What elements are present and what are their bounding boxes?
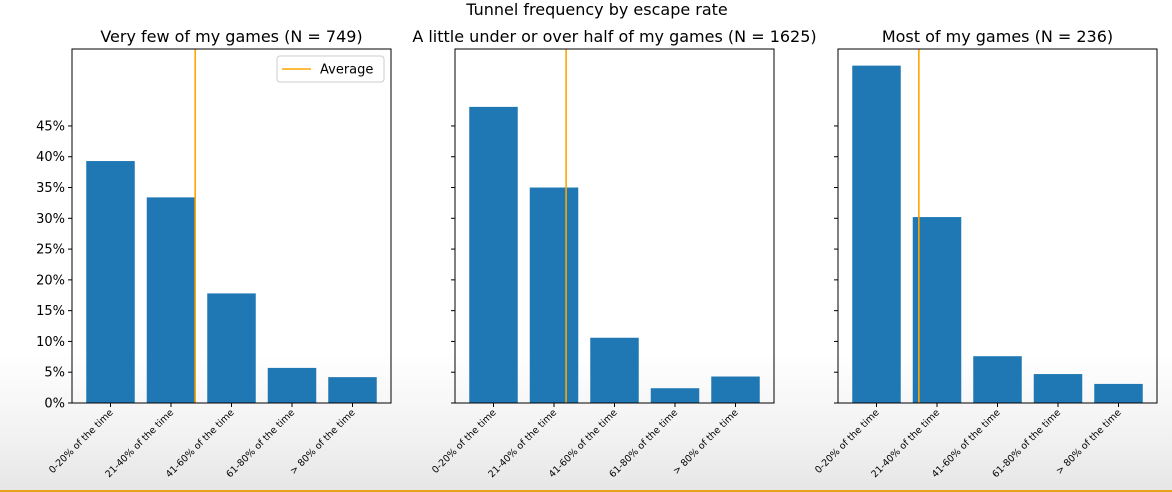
legend-box <box>276 55 385 83</box>
bar-1 <box>86 161 135 403</box>
bar-1 <box>469 106 518 403</box>
x-tick-label: > 80% of the time <box>671 407 741 477</box>
window-bottom-border <box>0 490 1172 492</box>
bar-4 <box>267 367 317 403</box>
chart-panel-1: Very few of my games (N = 749) 0% 5% 10% 15%… <box>36 27 392 480</box>
x-tick-label: 0-20% of the time <box>813 407 882 476</box>
bar-1 <box>852 65 901 403</box>
y-tick-label: 25% <box>36 243 65 258</box>
x-tick-label: 21-40% of the time <box>103 407 176 480</box>
bar-3 <box>207 293 256 403</box>
bar-5 <box>711 376 760 403</box>
panel-title: A little under or over half of my games … <box>412 27 816 46</box>
panel-title: Very few of my games (N = 749) <box>100 27 362 46</box>
figure-suptitle: Tunnel frequency by escape rate <box>465 0 728 19</box>
x-tick-label: 0-20% of the time <box>430 407 499 476</box>
x-tick-label: 41-60% of the time <box>164 407 237 480</box>
panel-title: Most of my games (N = 236) <box>882 27 1113 46</box>
bar-3 <box>973 356 1022 403</box>
x-tick-label: > 80% of the time <box>288 407 358 477</box>
bar-3 <box>590 337 639 403</box>
y-tick-label: 30% <box>36 212 65 227</box>
x-tick-label: 41-60% of the time <box>930 407 1003 480</box>
y-tick-label: 10% <box>36 335 65 350</box>
x-tick-label: 61-80% of the time <box>607 407 680 480</box>
x-tick-label: 0-20% of the time <box>47 407 116 476</box>
x-tick-label: 61-80% of the time <box>224 407 297 480</box>
bar-5 <box>328 377 377 403</box>
x-tick-label: > 80% of the time <box>1054 407 1124 477</box>
y-tick-label: 40% <box>36 150 65 165</box>
legend-average-label: Average <box>320 63 373 78</box>
bar-4 <box>1033 374 1083 403</box>
chart-panel-3: Most of my games (N = 236) 0-20% of the t… <box>813 27 1158 480</box>
x-tick-label: 41-60% of the time <box>547 407 620 480</box>
x-tick-label: 21-40% of the time <box>486 407 559 480</box>
bar-5 <box>1094 383 1143 403</box>
y-tick-label: 45% <box>36 119 65 134</box>
bar-2 <box>529 187 579 403</box>
x-tick-label: 61-80% of the time <box>990 407 1063 480</box>
panels: Very few of my games (N = 749) 0% 5% 10% 15%… <box>36 27 1158 480</box>
chart-panel-2: A little under or over half of my games … <box>412 27 816 480</box>
bar-4 <box>650 388 700 403</box>
legend: Average <box>276 55 385 83</box>
y-tick-label: 35% <box>36 181 65 196</box>
y-tick-label: 15% <box>36 304 65 319</box>
bar-2 <box>912 217 962 403</box>
y-tick-label: 0% <box>44 397 65 412</box>
y-tick-label: 20% <box>36 273 65 288</box>
bar-2 <box>146 197 196 403</box>
x-tick-label: 21-40% of the time <box>869 407 942 480</box>
y-tick-label: 5% <box>44 366 65 381</box>
